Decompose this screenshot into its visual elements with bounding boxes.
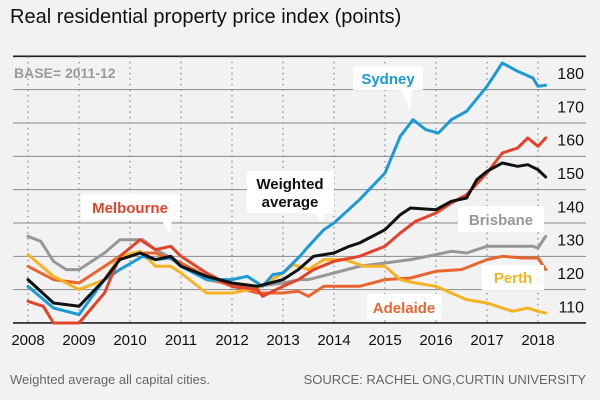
y-tick-label: 160 (557, 133, 584, 150)
x-tick-label: 2010 (113, 332, 146, 349)
x-tick-label: 2008 (11, 332, 44, 349)
base-annotation: BASE= 2011-12 (14, 65, 116, 81)
label-weighted-line1: Weighted (256, 176, 323, 193)
y-tick-label: 120 (557, 266, 584, 283)
x-tick-label: 2015 (368, 332, 401, 349)
x-tick-label: 2014 (317, 332, 350, 349)
label-brisbane: Brisbane (458, 206, 544, 232)
label-perth-text: Perth (494, 270, 532, 287)
label-weighted-line2: average (262, 194, 319, 211)
label-adelaide-text: Adelaide (373, 300, 436, 317)
x-tick-label: 2011 (165, 332, 197, 349)
x-tick-label: 2009 (62, 332, 95, 349)
series-line-perth (26, 249, 548, 315)
label-melbourne-text: Melbourne (92, 200, 168, 217)
x-tick-label: 2016 (419, 332, 452, 349)
footnote: Weighted average all capital cities. (10, 372, 210, 387)
x-tick-label: 2013 (266, 332, 299, 349)
source-credit: SOURCE: RACHEL ONG,CURTIN UNIVERSITY (303, 372, 586, 387)
y-tick-label: 130 (557, 233, 584, 250)
series-lines (26, 61, 548, 325)
label-weighted-average: Weighted average (247, 171, 334, 222)
label-sydney: Sydney (353, 66, 423, 110)
y-tick-label: 140 (557, 199, 584, 216)
label-adelaide: Adelaide (367, 294, 441, 320)
series-line-brisbane (26, 234, 548, 288)
chart-title: Real residential property price index (p… (10, 6, 402, 28)
label-perth: Perth (482, 265, 544, 290)
tick-labels: 2008 2009 2010 2011 2012 2013 2014 2015 2016 2017… (11, 66, 584, 349)
x-tick-label: 2018 (521, 332, 554, 349)
y-tick-label: 110 (558, 299, 584, 316)
y-tick-label: 170 (557, 99, 584, 116)
label-sydney-text: Sydney (361, 71, 415, 88)
y-tick-label: 150 (557, 166, 584, 183)
series-line-weighted-average (26, 161, 548, 308)
x-tick-label: 2012 (215, 332, 248, 349)
y-tick-label: 180 (557, 66, 584, 83)
label-brisbane-text: Brisbane (469, 212, 533, 229)
label-melbourne: Melbourne (81, 194, 180, 234)
x-tick-label: 2017 (470, 332, 503, 349)
